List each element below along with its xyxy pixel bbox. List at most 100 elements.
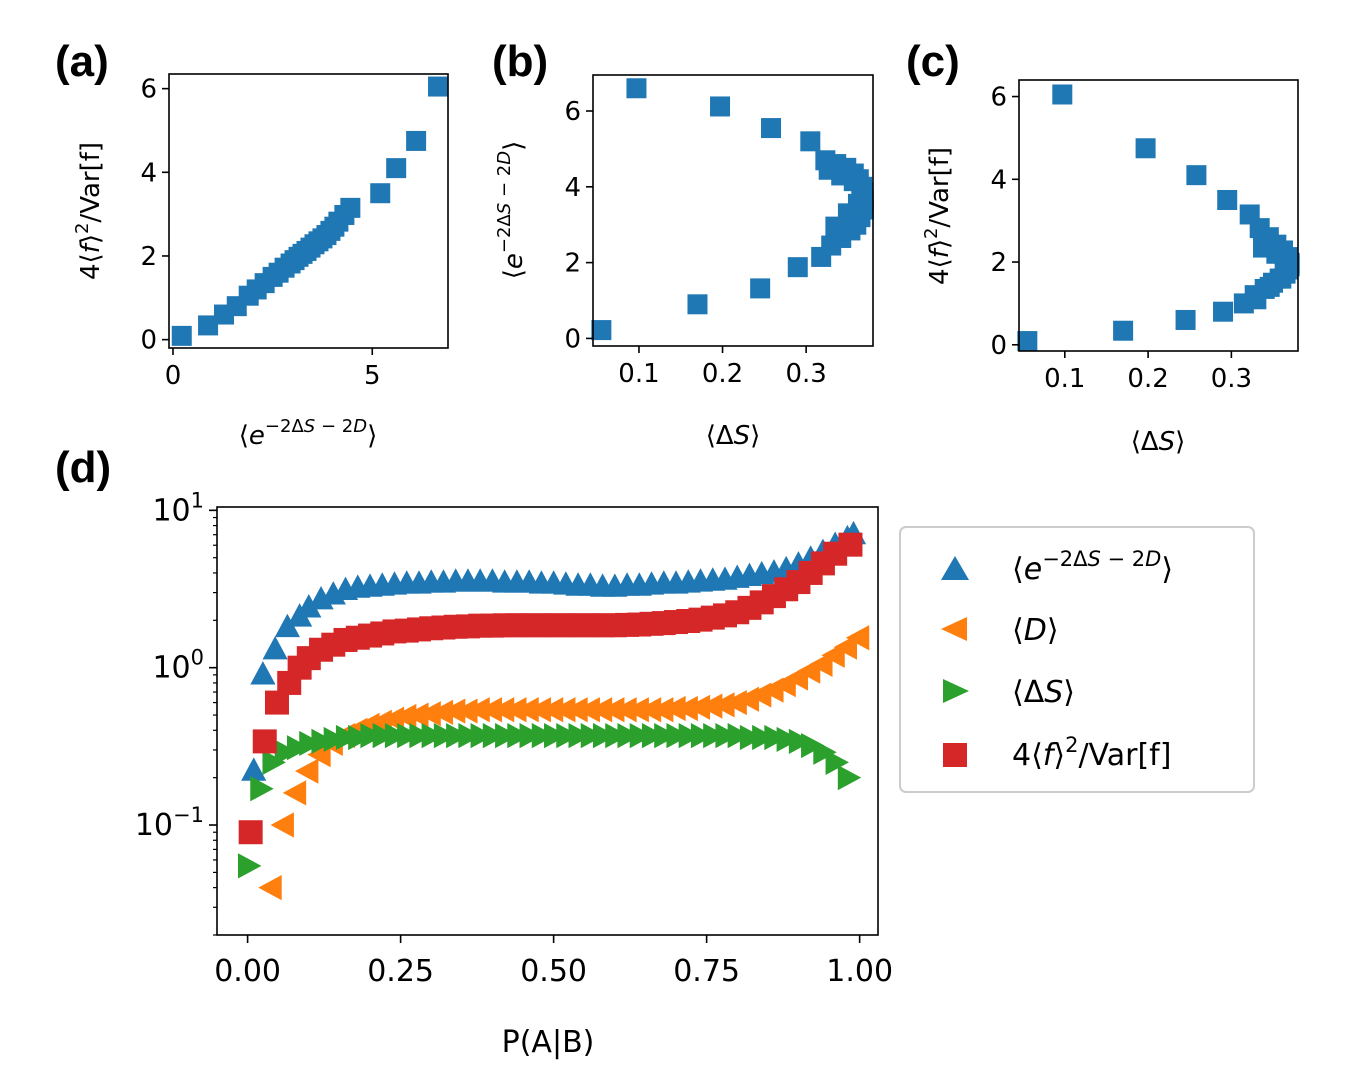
data-point (626, 78, 647, 99)
panel-b-axes-frame (592, 74, 874, 347)
data-point (1186, 165, 1207, 186)
data-point-triangle-right (801, 732, 825, 759)
legend-marker-exp (941, 556, 969, 580)
x-tick-label: 0 (165, 361, 182, 391)
data-point (428, 76, 449, 97)
data-point-triangle-right (605, 723, 629, 749)
panel-a-xlabel: ⟨e−2ΔS − 2D⟩ (239, 416, 377, 451)
data-point-triangle-right (764, 724, 788, 751)
data-point-triangle-right (372, 723, 397, 749)
data-point (198, 315, 219, 336)
data-point-triangle-left (429, 699, 454, 725)
data-point-triangle-right (556, 723, 580, 749)
data-point-triangle-right (384, 723, 409, 749)
panel-a-axes-frame (168, 73, 449, 349)
data-point (1217, 189, 1238, 210)
data-point (687, 294, 708, 315)
data-point-triangle-right (752, 724, 776, 751)
panel-d-x-ticks: 0.00 0.25 0.50 0.75 1.00 (214, 935, 893, 989)
data-point-triangle-left (613, 697, 637, 723)
data-point-triangle-up (296, 594, 322, 618)
panel-c-points (1017, 84, 1300, 352)
data-point (1246, 289, 1267, 310)
data-point-triangle-left (258, 875, 282, 901)
data-point (591, 320, 612, 341)
data-point-triangle-right (299, 730, 323, 757)
data-point (1135, 138, 1156, 159)
data-point (1213, 301, 1234, 322)
data-point (171, 325, 192, 346)
data-point-triangle-left (454, 698, 478, 724)
data-point-triangle-left (539, 697, 564, 723)
data-point (406, 130, 427, 151)
data-point-triangle-right (348, 724, 372, 751)
data-point-triangle-right (311, 728, 335, 754)
y-tick-label: 101 (152, 488, 204, 528)
panel-b: 0.1 0.2 0.3 0 2 4 6 ⟨ΔS⟩ ⟨e−2ΔS − 2D⟩ (494, 74, 874, 451)
data-point-triangle-right (507, 723, 531, 749)
panel-b-ylabel: ⟨e−2ΔS − 2D⟩ (494, 141, 529, 279)
data-point (1175, 309, 1196, 330)
y-tick-label: 6 (140, 75, 157, 105)
data-point-triangle-right (592, 723, 617, 749)
data-point-triangle-right (238, 853, 262, 879)
data-point-triangle-left (649, 697, 674, 723)
data-point-triangle-right (776, 726, 800, 753)
y-tick-label: 6 (564, 97, 581, 127)
data-point-triangle-left (295, 758, 319, 784)
data-point-triangle-left (637, 697, 662, 723)
data-point (750, 278, 771, 299)
panel-c-y-ticks: 0 2 4 6 (990, 83, 1019, 361)
data-point-triangle-right (360, 723, 384, 749)
data-point-triangle-left (441, 698, 466, 724)
data-point-triangle-left (588, 697, 613, 723)
panel-a-points (171, 76, 449, 346)
data-point-triangle-right (446, 723, 470, 749)
data-point-triangle-right (286, 735, 311, 761)
panel-d-points (238, 520, 870, 901)
data-point-triangle-right (727, 723, 752, 749)
x-tick-label: 0.1 (618, 359, 659, 389)
data-point-triangle-left (490, 697, 515, 723)
data-point-triangle-left (845, 625, 870, 651)
legend-box (899, 526, 1255, 793)
data-point-triangle-right (703, 723, 727, 749)
data-point-triangle-right (788, 728, 813, 754)
panel-label-b: (b) (492, 37, 548, 86)
data-point-triangle-left (405, 702, 429, 728)
data-point-triangle-right (617, 723, 641, 749)
data-point-triangle-right (274, 739, 299, 765)
x-tick-label: 0.2 (702, 359, 743, 389)
y-tick-label: 100 (152, 646, 204, 686)
data-point-square (238, 820, 263, 845)
x-tick-label: 0.1 (1044, 364, 1085, 394)
data-point-triangle-right (813, 739, 837, 765)
panel-b-x-ticks: 0.1 0.2 0.3 (618, 346, 827, 389)
y-tick-label: 10−1 (135, 803, 204, 843)
data-point (386, 158, 407, 179)
x-tick-label: 0.50 (520, 954, 587, 989)
panel-a-y-ticks: 0 2 4 6 (140, 75, 169, 356)
panel-a-ylabel: 4⟨f⟩2/Var[f] (72, 142, 106, 280)
data-point-triangle-left (833, 634, 857, 660)
data-point-triangle-left (601, 697, 625, 723)
data-point-triangle-right (666, 723, 690, 749)
x-tick-label: 0.3 (1211, 364, 1252, 394)
data-point-triangle-right (641, 723, 666, 749)
data-point-triangle-right (323, 726, 348, 753)
data-point-square (838, 532, 863, 557)
y-tick-label: 6 (990, 83, 1007, 113)
data-point-triangle-right (519, 723, 543, 749)
y-tick-label: 4 (140, 158, 157, 188)
data-point-triangle-left (711, 692, 735, 718)
data-point (1017, 331, 1038, 352)
x-tick-label: 1.00 (826, 954, 893, 989)
data-point (370, 183, 391, 204)
data-point-triangle-left (552, 697, 576, 723)
y-tick-label: 2 (140, 242, 157, 272)
data-point-triangle-right (690, 723, 715, 749)
data-point-square (252, 729, 277, 754)
x-tick-label: 0.2 (1127, 364, 1168, 394)
data-point-triangle-right (544, 723, 568, 749)
